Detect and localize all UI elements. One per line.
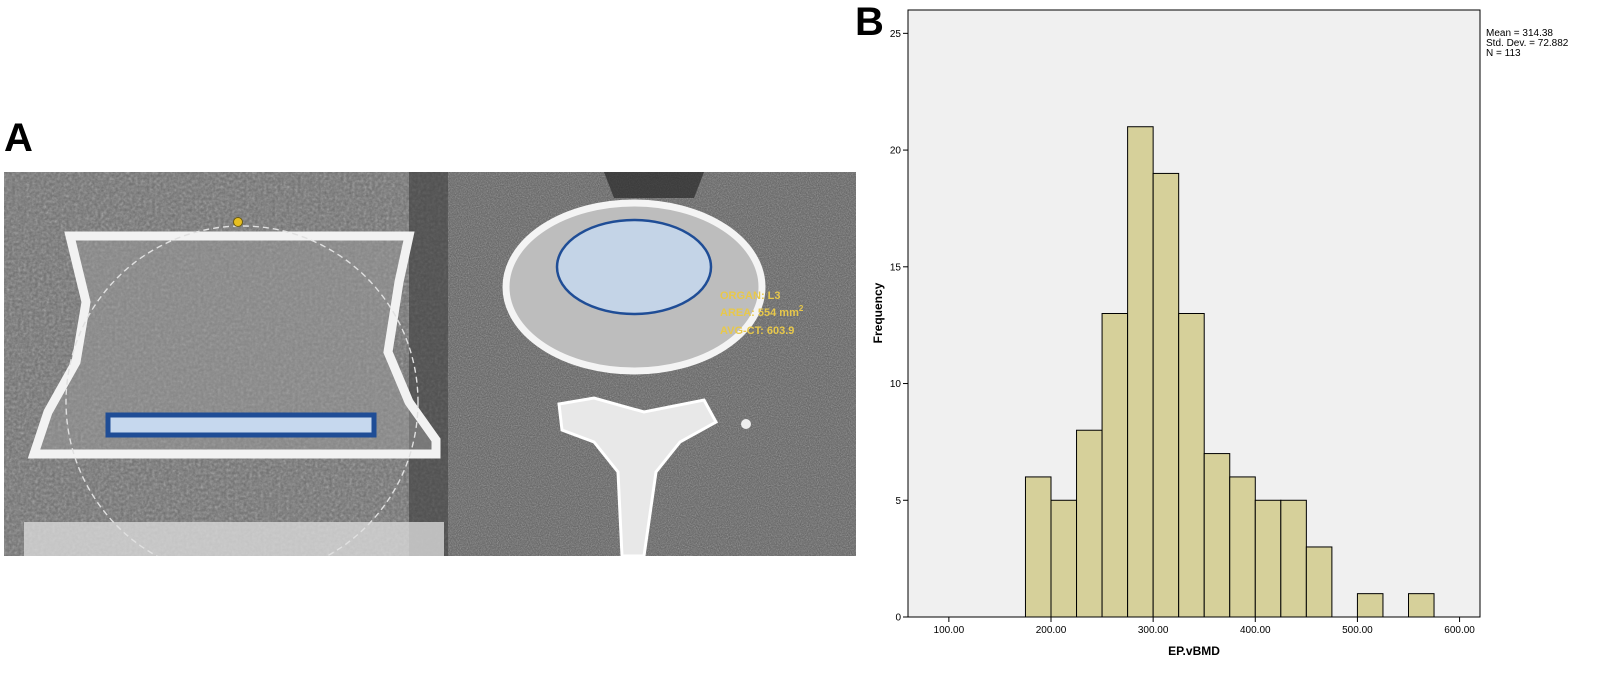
histogram-bar bbox=[1101, 313, 1129, 618]
y-tick-label: 0 bbox=[895, 613, 901, 624]
histogram-bar bbox=[1127, 126, 1154, 618]
histogram-bar bbox=[1356, 593, 1384, 618]
histogram-bar bbox=[1152, 172, 1180, 618]
roi-area-label: AREA: 554 mm2 bbox=[720, 304, 804, 319]
histogram-bar bbox=[1408, 593, 1435, 618]
y-tick-label: 10 bbox=[890, 379, 902, 390]
ct-image-panel: ORGAN: L3 AREA: 554 mm2 AVG-CT: 603.9 bbox=[4, 172, 856, 556]
y-tick-label: 25 bbox=[890, 29, 902, 40]
x-axis-title: EP.vBMD bbox=[1168, 644, 1220, 658]
yellow-marker-dot bbox=[233, 217, 243, 227]
histogram-bar bbox=[1076, 429, 1103, 618]
y-axis-ticks: 0 5 10 15 20 25 bbox=[890, 29, 908, 624]
y-tick-label: 5 bbox=[895, 496, 901, 507]
slice-position-bar bbox=[105, 412, 377, 438]
vertebral-body-outline bbox=[27, 231, 441, 459]
histogram-bar bbox=[1305, 546, 1333, 618]
panel-b-label: B bbox=[855, 0, 884, 44]
x-tick-label: 300.00 bbox=[1138, 625, 1169, 636]
stats-mean: Mean = 314.38 bbox=[1486, 28, 1553, 39]
histogram-bar bbox=[1280, 499, 1307, 618]
histogram-bar bbox=[1024, 476, 1052, 618]
dashed-roi-circle bbox=[65, 225, 419, 556]
stats-n: N = 113 bbox=[1486, 48, 1521, 59]
x-tick-label: 200.00 bbox=[1036, 625, 1067, 636]
stats-std-dev: Std. Dev. = 72.882 bbox=[1486, 38, 1569, 49]
histogram-bar bbox=[1229, 476, 1256, 618]
roi-ellipse bbox=[555, 218, 713, 316]
x-tick-label: 600.00 bbox=[1444, 625, 1475, 636]
histogram-bar bbox=[1178, 313, 1205, 618]
axial-ct-image: ORGAN: L3 AREA: 554 mm2 AVG-CT: 603.9 bbox=[448, 172, 856, 556]
histogram-bar bbox=[1254, 499, 1282, 618]
panel-a-label: A bbox=[4, 116, 33, 160]
x-tick-label: 400.00 bbox=[1240, 625, 1271, 636]
histogram-bar bbox=[1050, 499, 1078, 618]
histogram-panel: 0 5 10 15 20 25 100.00 200.00 300.00 400.00 500.0… bbox=[870, 0, 1606, 674]
y-tick-label: 20 bbox=[890, 146, 902, 157]
y-axis-title: Frequency bbox=[871, 282, 885, 343]
roi-avg-ct-label: AVG-CT: 603.9 bbox=[720, 325, 794, 337]
y-tick-label: 15 bbox=[890, 262, 902, 273]
roi-organ-label: ORGAN: L3 bbox=[720, 290, 781, 302]
histogram-bars bbox=[1024, 126, 1435, 618]
histogram-bar bbox=[1203, 453, 1231, 618]
summary-stats: Mean = 314.38 Std. Dev. = 72.882 N = 113 bbox=[1486, 28, 1569, 59]
sagittal-ct-image bbox=[4, 172, 448, 556]
x-tick-label: 100.00 bbox=[934, 625, 965, 636]
x-tick-label: 500.00 bbox=[1342, 625, 1373, 636]
x-axis-ticks: 100.00 200.00 300.00 400.00 500.00 600.00 bbox=[934, 617, 1475, 636]
posterior-elements bbox=[557, 396, 719, 556]
